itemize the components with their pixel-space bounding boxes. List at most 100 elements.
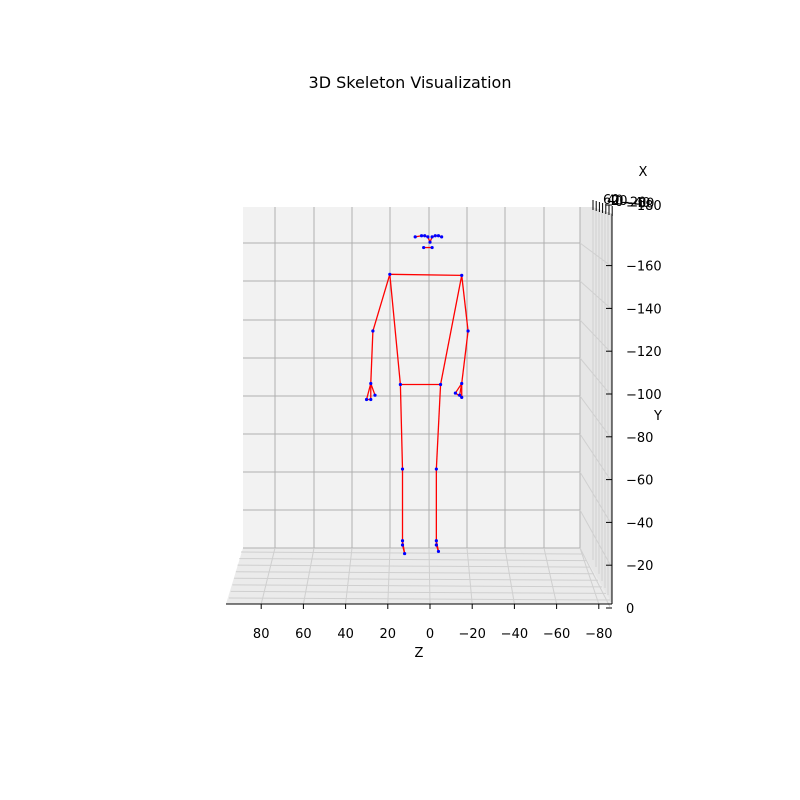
floor-grid-line	[428, 547, 431, 605]
y-tick-label: −160	[626, 260, 662, 275]
x-axis-label: X	[639, 165, 648, 180]
joint-toe-left	[403, 551, 407, 556]
y-axis-label: Y	[653, 409, 662, 424]
bone-wrist-right-hand-right-c	[458, 383, 463, 396]
bone-shoulder-left-shoulder-right	[389, 273, 462, 277]
bone-shoulder-left-hip-left	[389, 274, 402, 385]
joint-hip-right	[438, 382, 443, 387]
joint-hand-left-b	[369, 397, 373, 402]
z-tick-label: 20	[380, 627, 397, 642]
skeleton-joints	[364, 234, 470, 556]
joint-head-right-4	[440, 235, 444, 239]
joint-heel-left	[400, 543, 405, 547]
y-tick-label: −140	[626, 302, 662, 317]
x-tick-label: 40	[607, 194, 624, 209]
z-tick-label: 0	[426, 627, 434, 642]
floor-pane	[226, 548, 612, 604]
joint-knee-left	[400, 467, 405, 471]
bone-shoulder-right-elbow-right	[461, 275, 469, 332]
back-pane	[243, 207, 580, 548]
grid-lines	[228, 207, 612, 608]
joint-hand-right-a	[453, 391, 457, 395]
floor-grid-line	[260, 547, 276, 605]
floor-grid-line	[345, 547, 353, 605]
joint-heel-right	[434, 543, 438, 547]
floor-grid-line	[387, 547, 391, 605]
bone-wrist-left-hand-left-a	[365, 383, 372, 400]
floor-grid-line	[237, 564, 591, 568]
z-tick-label: −40	[501, 627, 528, 642]
joint-ankle-right	[434, 539, 438, 543]
y-tick-label: −120	[626, 345, 662, 360]
joint-knee-right	[434, 467, 438, 471]
joint-mouth-left	[422, 245, 426, 250]
joint-shoulder-right	[460, 273, 464, 277]
joint-head-left-2	[423, 234, 427, 238]
x-tick-label: 20	[611, 194, 628, 209]
floor-grid-line	[235, 571, 595, 575]
bone-elbow-left-wrist-left	[370, 330, 374, 384]
y-tick-label: −180	[626, 199, 662, 214]
bone-wrist-right-hand-right-a	[454, 383, 463, 394]
floor-grid-line	[579, 547, 600, 605]
joint-head-left-3	[419, 234, 424, 238]
bone-elbow-right-wrist-right	[461, 330, 469, 384]
floor-grid-line	[302, 547, 315, 605]
z-tick-label: 60	[295, 627, 312, 642]
y-tick-label: −100	[626, 388, 662, 403]
joint-wrist-left	[369, 381, 373, 386]
x-tick-label: 60	[603, 193, 620, 208]
x-tick-label: −40	[623, 196, 650, 211]
floor-grid-line	[228, 597, 611, 601]
x-tick-label: −20	[619, 195, 646, 210]
x-tick-label: 0	[615, 195, 623, 210]
floor-grid-line	[466, 547, 473, 605]
joint-wrist-right	[460, 381, 464, 386]
joint-mouth-right	[430, 245, 434, 250]
z-axis-label: Z	[415, 646, 424, 661]
bone-hip-left-knee-left	[399, 384, 404, 470]
joint-head-right-1	[430, 235, 434, 239]
joint-head-center	[428, 240, 432, 244]
floor-grid-line	[239, 558, 587, 562]
joint-hand-right-b	[460, 395, 464, 399]
y-tick-label: −40	[626, 516, 653, 531]
bone-ankle-left-toe-left	[401, 540, 406, 554]
joint-ankle-left	[400, 539, 405, 543]
floor-grid-line	[504, 547, 515, 605]
joint-hip-left	[398, 382, 402, 387]
joint-head-right-2	[433, 234, 437, 238]
floor-grid-line	[240, 551, 583, 555]
floor-grid-line	[543, 547, 558, 605]
z-tick-label: 80	[253, 627, 270, 642]
z-tick-label: 40	[337, 627, 354, 642]
joint-head-right-3	[436, 234, 441, 238]
y-tick-label: −20	[626, 559, 653, 574]
floor-grid-line	[230, 590, 607, 594]
joint-head-left-4	[413, 235, 417, 239]
axes: 80 60 40 20 0 −20 −40 −60 −800−20−40−60−80−100−1…	[226, 193, 662, 642]
floor-grid-line	[234, 577, 599, 581]
bone-wrist-left-hand-left-c	[370, 383, 376, 396]
y-tick-label: 0	[626, 602, 634, 617]
y-tick-label: −80	[626, 431, 653, 446]
joint-shoulder-left	[388, 272, 392, 276]
joint-hand-left-a	[364, 397, 369, 402]
joint-toe-right	[436, 549, 441, 554]
joint-elbow-left	[371, 329, 375, 333]
chart-title: 3D Skeleton Visualization	[309, 73, 512, 92]
y-tick-label: −60	[626, 474, 653, 489]
joint-hand-left-c	[373, 393, 377, 397]
joint-elbow-right	[466, 329, 470, 333]
floor-grid-line	[232, 584, 603, 588]
joint-hand-right-c	[458, 393, 462, 397]
z-tick-label: −20	[458, 627, 485, 642]
joint-head-left-1	[426, 235, 430, 239]
bone-shoulder-right-hip-right	[439, 275, 463, 385]
x-tick-label: −60	[627, 197, 654, 212]
side-grid-line	[579, 547, 611, 608]
z-tick-label: −80	[585, 627, 612, 642]
bone-hip-right-knee-right	[435, 384, 442, 470]
bone-shoulder-left-elbow-left	[372, 274, 391, 332]
